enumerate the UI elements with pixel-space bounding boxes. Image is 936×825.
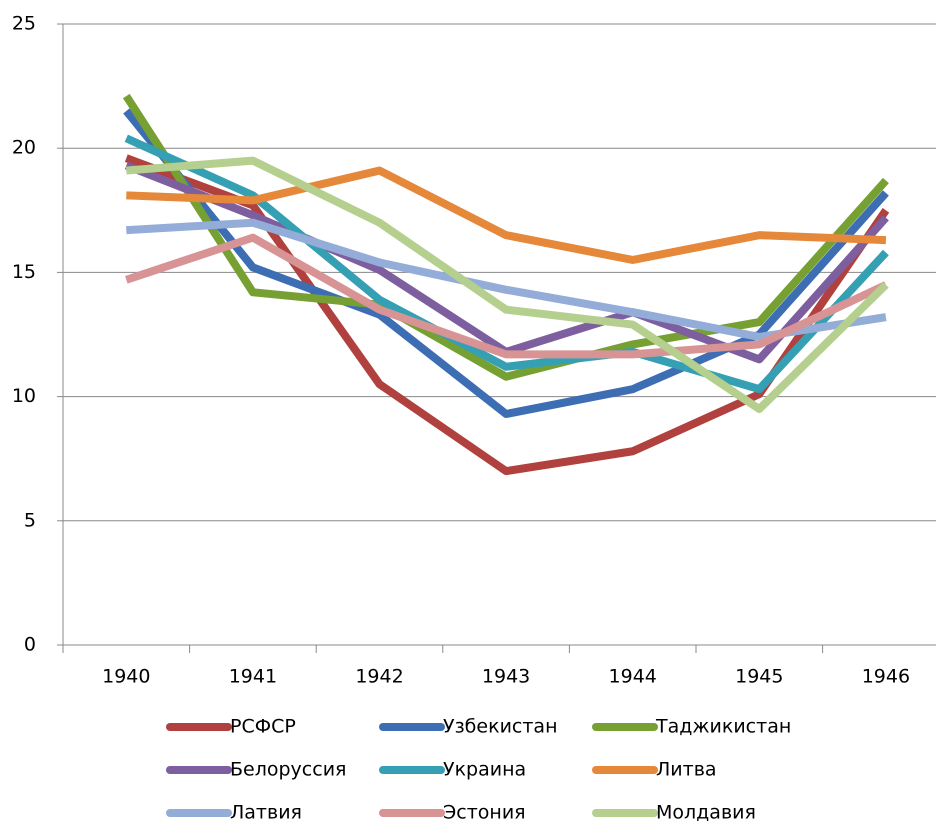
series-line — [122, 93, 889, 381]
x-tick-label: 1944 — [609, 666, 657, 688]
series-line — [126, 166, 887, 264]
x-tick-label: 1942 — [355, 666, 403, 688]
series-line — [124, 161, 889, 364]
series-line — [125, 233, 888, 359]
legend-label: Латвия — [230, 802, 302, 822]
series-line — [126, 218, 887, 341]
legend-label: Эстония — [443, 802, 526, 822]
series-line — [125, 156, 889, 414]
legend-label: РСФСР — [230, 716, 296, 738]
legend-label: Литва — [656, 759, 717, 781]
y-tick-label: 0 — [24, 634, 36, 656]
y-tick-label: 25 — [12, 13, 36, 35]
x-tick-label: 1946 — [862, 666, 910, 688]
legend-label: Украина — [443, 759, 526, 781]
legend-label: Таджикистан — [655, 716, 791, 738]
y-tick-label: 20 — [12, 137, 36, 159]
y-tick-label: 10 — [12, 385, 36, 407]
x-tick-label: 1943 — [482, 666, 530, 688]
legend-label: Молдавия — [656, 802, 756, 822]
x-tick-label: 1940 — [102, 666, 150, 688]
x-tick-label: 1945 — [735, 666, 783, 688]
series-line — [124, 154, 890, 476]
legend-label: Белоруссия — [230, 759, 346, 781]
y-tick-label: 5 — [24, 509, 36, 531]
series-line — [124, 134, 889, 394]
legend-label: Узбекистан — [443, 716, 558, 738]
y-tick-label: 15 — [12, 261, 36, 283]
x-tick-label: 1941 — [229, 666, 277, 688]
